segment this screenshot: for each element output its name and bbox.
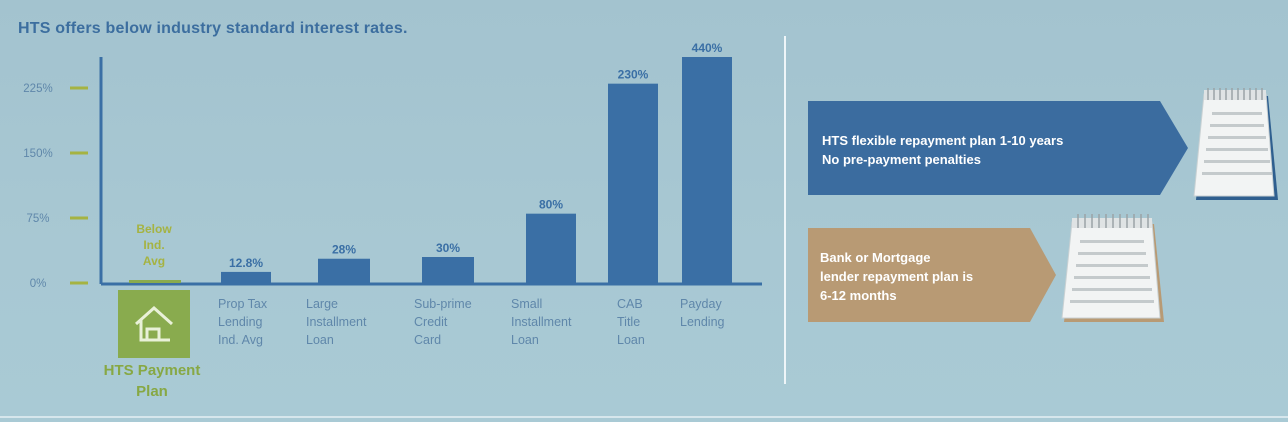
bar-2 (318, 258, 370, 283)
category-label-line: Sub-prime (414, 297, 472, 311)
calendar-icon (1193, 88, 1278, 200)
data-label: 28% (332, 243, 356, 257)
bank-banner-shape (808, 228, 1056, 322)
hts-home-box (118, 290, 190, 358)
bar-4 (526, 213, 576, 283)
category-label-line: Installment (306, 315, 367, 329)
data-label: 12.8% (229, 256, 263, 270)
chart-title: HTS offers below industry standard inter… (18, 20, 408, 37)
category-label-line: Ind. Avg (218, 333, 263, 347)
hts-banner-line1: HTS flexible repayment plan 1-10 years (822, 133, 1064, 148)
category-label-sub-prime: Sub-prime Credit Card (414, 295, 472, 349)
category-label-line: Lending (680, 315, 725, 329)
bar-5 (608, 83, 658, 284)
category-label-large-installment: Large Installment Loan (306, 295, 366, 349)
y-tick-label: 150% (23, 148, 52, 160)
category-label-line: CAB (617, 297, 643, 311)
category-label-line: Loan (306, 333, 334, 347)
category-label-payday: Payday Lending (680, 295, 725, 331)
category-label-line: Lending (218, 315, 263, 329)
vertical-divider (784, 36, 786, 384)
category-label-line: Credit (414, 315, 448, 329)
category-label-prop-tax: Prop Tax Lending Ind. Avg (218, 295, 267, 349)
bar-1 (221, 271, 271, 283)
category-label-line: Large (306, 297, 338, 311)
category-label-line: Small (511, 297, 543, 311)
bank-banner-line3: 6-12 months (820, 288, 897, 303)
category-label-cab-title: CAB Title Loan (617, 295, 645, 349)
category-label-line: Loan (511, 333, 539, 347)
category-label-small-installment: Small Installment Loan (511, 295, 571, 349)
category-label-line: Title (617, 315, 641, 329)
category-label-line: Payday (680, 297, 722, 311)
below-avg-line1: Below (136, 222, 172, 236)
y-tick-label: 225% (23, 83, 52, 95)
data-label: 80% (539, 198, 563, 212)
hts-banner-text: HTS flexible repayment plan 1-10 years N… (822, 131, 1063, 169)
bar-6 (682, 57, 732, 283)
category-label-line: Card (414, 333, 442, 347)
data-label: 230% (618, 68, 649, 82)
house-icon (135, 305, 173, 342)
bar-3 (422, 257, 474, 283)
hts-banner-shape (808, 101, 1188, 195)
bar-0 (129, 280, 181, 283)
hts-payment-plan-line2: Plan (136, 383, 168, 400)
y-tick-label: 75% (26, 213, 49, 225)
bank-banner-line1: Bank or Mortgage (820, 250, 931, 265)
category-label-line: Prop Tax (218, 297, 268, 311)
hts-payment-plan-line1: HTS Payment (103, 362, 201, 379)
category-label-line: Installment (511, 315, 572, 329)
below-avg-label: Below Ind. Avg (126, 221, 182, 269)
below-avg-line3: Avg (142, 254, 166, 268)
hts-repayment-banner (808, 101, 1188, 195)
y-tick-label: 0% (30, 278, 47, 290)
bank-banner-line2: lender repayment plan is (820, 269, 974, 284)
hts-banner-line2: No pre-payment penalties (822, 152, 981, 167)
bottom-rule (0, 416, 1288, 418)
calendar-icon (1061, 214, 1164, 322)
hts-payment-plan-label: HTS Payment Plan (82, 360, 222, 402)
bank-repayment-banner (808, 228, 1056, 322)
category-label-line: Loan (617, 333, 645, 347)
data-label: 30% (436, 241, 460, 255)
below-avg-line2: Ind. (143, 238, 165, 252)
bank-banner-text: Bank or Mortgage lender repayment plan i… (820, 248, 973, 305)
data-label: 440% (692, 41, 723, 55)
